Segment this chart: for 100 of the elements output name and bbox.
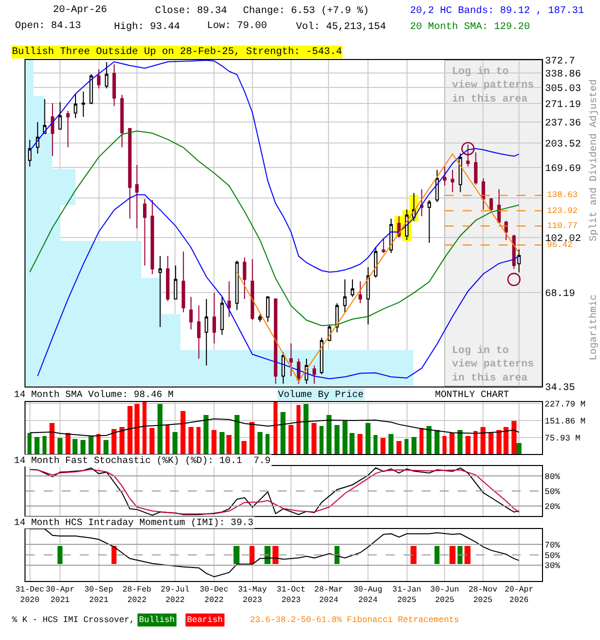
candlestick	[458, 153, 462, 193]
candlestick	[158, 256, 162, 328]
x-tick-label: 29-Jul 2022	[160, 585, 190, 605]
x-tick-label: 31-Jan 2025	[392, 585, 422, 605]
bar	[150, 428, 155, 454]
candlestick	[281, 352, 285, 384]
ref-line-label: 96.42	[547, 240, 573, 250]
line-series	[29, 130, 520, 326]
bar	[380, 438, 386, 454]
candlestick	[204, 298, 208, 366]
candlestick	[128, 128, 132, 220]
candlestick	[174, 265, 178, 300]
y-tick-label: 80%	[544, 472, 561, 482]
bar	[120, 427, 125, 454]
ref-line-label: 138.63	[547, 190, 578, 200]
candlestick	[358, 280, 362, 304]
bar	[412, 437, 417, 454]
candlestick	[189, 296, 193, 330]
bar	[50, 423, 55, 454]
text: Logarithmic	[588, 294, 600, 360]
text: Bearish	[187, 615, 223, 625]
candlestick	[197, 304, 201, 360]
x-tick-label: 30-Aug 2024	[353, 585, 382, 605]
y-tick-label: 75.93 M	[544, 433, 580, 444]
bar	[158, 404, 163, 454]
candlestick	[374, 246, 378, 278]
text: 23.6-38.2-50-61.8% Fibonacci Retracements	[250, 615, 460, 625]
candlestick	[227, 280, 231, 318]
bar	[28, 433, 32, 454]
x-tick-label: 30-Jun 2025	[430, 585, 460, 605]
bar	[220, 432, 225, 454]
candlestick	[312, 364, 316, 384]
bar	[442, 436, 447, 454]
x-tick-label: 30-Dec 2022	[200, 585, 229, 605]
candlestick	[74, 92, 78, 118]
annotation: Log in to view patterns in this area	[452, 345, 534, 384]
candlestick	[166, 256, 170, 302]
y-tick-label: 227.79 M	[544, 400, 586, 410]
bar	[58, 438, 63, 454]
y-tick-label: 169.69	[544, 164, 581, 176]
bar	[466, 436, 471, 454]
text: MONTHLY CHART	[435, 389, 510, 400]
candlestick	[97, 68, 101, 89]
candlestick	[235, 260, 239, 310]
bar	[226, 435, 232, 454]
bar	[480, 427, 486, 454]
y-tick-label: 30%	[544, 561, 561, 572]
bar	[304, 404, 309, 454]
candlestick	[450, 169, 454, 193]
candlestick	[220, 296, 224, 336]
candlestick	[212, 292, 216, 344]
bar	[66, 433, 71, 454]
x-tick-label: 31-Dec 2020	[15, 585, 44, 605]
bar	[420, 428, 424, 454]
candlestick	[482, 178, 486, 210]
text: Close: 89.34	[155, 5, 228, 17]
y-axis-title: Split and Dividend Adjusted	[588, 79, 600, 242]
bar	[320, 426, 324, 454]
candlestick	[242, 257, 246, 300]
bar	[266, 434, 270, 454]
candlestick	[50, 102, 54, 156]
text: Change: 6.53 (+7.9 %)	[243, 5, 370, 17]
bar	[180, 411, 186, 454]
candlestick	[120, 94, 124, 148]
bar	[334, 425, 340, 454]
bar	[128, 406, 133, 454]
candlestick	[89, 74, 93, 105]
candlestick	[42, 98, 46, 134]
x-tick-label: 20-Apr 2026	[504, 585, 534, 605]
text: Low: 79.00	[207, 21, 268, 32]
bar	[142, 402, 147, 454]
candlestick	[66, 110, 70, 148]
x-tick-label: 31-Oct 2023	[276, 585, 306, 605]
bar	[458, 430, 463, 454]
y-tick-label: 203.52	[544, 139, 581, 150]
bar	[96, 434, 101, 454]
y-tick-label: 237.36	[544, 118, 581, 130]
bar	[504, 427, 509, 454]
y-tick-label: 305.03	[544, 84, 581, 95]
bar	[42, 436, 47, 454]
candlestick	[150, 200, 154, 275]
y-tick-label: 338.86	[544, 70, 581, 81]
candlestick	[382, 238, 386, 254]
bar	[166, 425, 170, 454]
bar	[112, 429, 117, 454]
bar	[288, 425, 294, 454]
ref-line-label: 110.77	[547, 221, 578, 231]
x-tick-label: 30-Sep 2021	[84, 585, 114, 605]
y-tick-label: 34.35	[544, 382, 575, 394]
y-tick-label: 50%	[544, 486, 561, 497]
candlestick	[296, 358, 300, 384]
text: Open: 84.13	[15, 21, 82, 32]
bar	[212, 430, 217, 454]
x-tick-label: 28-Mar 2024	[314, 585, 344, 605]
text: Vol: 45,213,154	[296, 21, 386, 33]
x-tick-label: 31-May 2023	[238, 585, 267, 605]
candlestick	[250, 258, 254, 321]
bar	[274, 402, 278, 454]
bar	[426, 426, 432, 454]
text: Bullish Three Outside Up on 28-Feb-25, Strength: -543.4	[12, 46, 342, 58]
